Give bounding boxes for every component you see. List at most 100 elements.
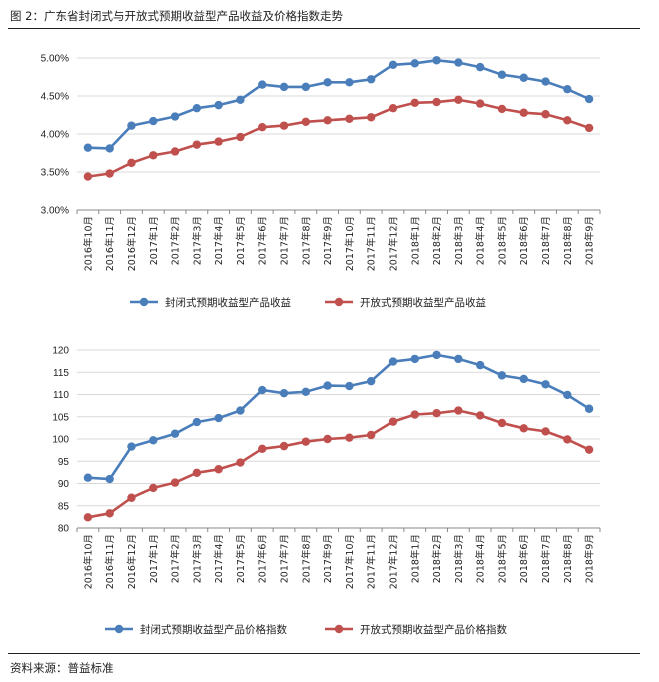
top-rule bbox=[8, 28, 640, 29]
x-tick-label: 2016年12月 bbox=[126, 534, 138, 589]
y-tick-label: 110 bbox=[53, 390, 69, 401]
data-point-closed bbox=[301, 387, 311, 397]
data-point-closed bbox=[366, 75, 376, 84]
data-point-open bbox=[323, 116, 332, 125]
data-point-closed bbox=[475, 360, 485, 370]
legend-swatch-marker bbox=[139, 297, 149, 307]
y-tick-label: 3.50% bbox=[41, 168, 69, 179]
data-point-open bbox=[541, 110, 550, 119]
x-tick-label: 2017年10月 bbox=[344, 534, 356, 589]
data-point-open bbox=[258, 122, 267, 132]
data-point-closed bbox=[563, 390, 572, 400]
y-tick-label: 4.00% bbox=[41, 130, 69, 141]
data-point-closed bbox=[170, 112, 180, 121]
x-tick-label: 2017年2月 bbox=[170, 534, 182, 583]
x-tick-label: 2017年11月 bbox=[366, 216, 378, 271]
data-point-closed bbox=[83, 473, 93, 482]
data-point-closed bbox=[149, 436, 158, 445]
data-point-closed bbox=[497, 371, 507, 380]
x-tick-label: 2018年8月 bbox=[562, 534, 574, 583]
x-tick-label: 2017年12月 bbox=[387, 534, 399, 589]
data-point-open bbox=[410, 98, 419, 108]
x-tick-label: 2017年5月 bbox=[235, 216, 247, 265]
series-line-open bbox=[87, 98, 590, 178]
data-point-open bbox=[105, 509, 114, 518]
data-point-closed bbox=[519, 374, 528, 384]
data-point-closed bbox=[258, 80, 267, 89]
x-tick-label: 2018年3月 bbox=[453, 534, 465, 583]
data-point-open bbox=[519, 424, 528, 433]
x-tick-label: 2017年7月 bbox=[279, 534, 291, 583]
source-note: 资料来源：普益标准 bbox=[10, 661, 114, 675]
data-point-open bbox=[366, 430, 376, 440]
data-point-closed bbox=[541, 77, 550, 86]
data-point-open bbox=[170, 478, 180, 487]
data-point-closed bbox=[454, 58, 463, 67]
x-tick-label: 2016年11月 bbox=[104, 534, 116, 589]
data-point-open bbox=[519, 108, 528, 117]
data-point-closed bbox=[388, 60, 398, 70]
x-tick-label: 2018年9月 bbox=[584, 216, 596, 265]
data-point-open bbox=[475, 99, 485, 108]
legend-swatch-marker bbox=[114, 624, 124, 634]
data-point-closed bbox=[236, 95, 245, 105]
data-point-open bbox=[454, 95, 463, 105]
data-point-closed bbox=[279, 388, 289, 398]
data-point-open bbox=[584, 445, 594, 454]
series-line-closed bbox=[87, 58, 590, 150]
data-point-open bbox=[127, 158, 136, 168]
data-point-open bbox=[170, 147, 180, 156]
data-point-closed bbox=[410, 354, 419, 364]
data-point-closed bbox=[149, 116, 158, 126]
data-point-closed bbox=[236, 406, 245, 415]
x-tick-label: 2017年6月 bbox=[257, 534, 269, 583]
data-point-closed bbox=[388, 357, 398, 366]
x-tick-label: 2018年6月 bbox=[518, 216, 530, 265]
y-tick-label: 115 bbox=[53, 368, 69, 379]
data-point-closed bbox=[519, 73, 528, 82]
x-tick-label: 2018年2月 bbox=[431, 534, 443, 583]
x-tick-label: 2016年12月 bbox=[126, 216, 138, 271]
data-point-open bbox=[105, 169, 114, 178]
y-tick-label: 80 bbox=[58, 524, 70, 535]
data-point-open bbox=[301, 117, 311, 127]
data-point-closed bbox=[105, 144, 114, 153]
data-point-closed bbox=[105, 474, 114, 484]
data-point-open bbox=[323, 434, 332, 444]
data-point-open bbox=[192, 468, 202, 478]
data-point-closed bbox=[279, 82, 289, 92]
data-point-closed bbox=[323, 381, 332, 390]
x-tick-label: 2017年9月 bbox=[322, 534, 334, 583]
bottom-rule bbox=[8, 653, 640, 654]
x-tick-label: 2017年7月 bbox=[279, 216, 291, 265]
data-point-closed bbox=[127, 121, 136, 130]
x-tick-label: 2016年11月 bbox=[104, 216, 116, 271]
data-point-closed bbox=[345, 381, 354, 391]
legend-label: 封闭式预期收益型产品收益 bbox=[165, 296, 291, 309]
x-tick-label: 2017年11月 bbox=[366, 534, 378, 589]
data-point-open bbox=[563, 435, 572, 444]
data-point-open bbox=[584, 123, 594, 133]
x-tick-label: 2017年9月 bbox=[322, 216, 334, 265]
data-point-open bbox=[301, 437, 311, 446]
data-point-open bbox=[432, 408, 441, 418]
x-tick-label: 2017年8月 bbox=[300, 534, 312, 583]
data-point-open bbox=[454, 406, 463, 415]
x-tick-label: 2018年5月 bbox=[496, 534, 508, 583]
series-line-open bbox=[87, 409, 590, 519]
x-tick-label: 2017年10月 bbox=[344, 216, 356, 271]
data-point-closed bbox=[432, 56, 441, 65]
data-point-open bbox=[432, 97, 441, 107]
x-tick-label: 2018年5月 bbox=[496, 216, 508, 265]
data-point-open bbox=[475, 411, 485, 420]
x-tick-label: 2018年8月 bbox=[562, 216, 574, 265]
x-tick-label: 2017年4月 bbox=[213, 534, 225, 583]
data-point-open bbox=[149, 151, 158, 160]
data-point-closed bbox=[432, 350, 441, 360]
x-tick-label: 2018年1月 bbox=[409, 216, 421, 265]
legend-label: 开放式预期收益型产品价格指数 bbox=[360, 623, 507, 636]
data-point-open bbox=[127, 493, 136, 502]
yield-chart: 3.00% 3.50% 4.00% 4.50% 5.00% 2016年10月 2016年11… bbox=[41, 54, 601, 309]
data-point-closed bbox=[301, 82, 311, 92]
x-tick-label: 2017年5月 bbox=[235, 534, 247, 583]
